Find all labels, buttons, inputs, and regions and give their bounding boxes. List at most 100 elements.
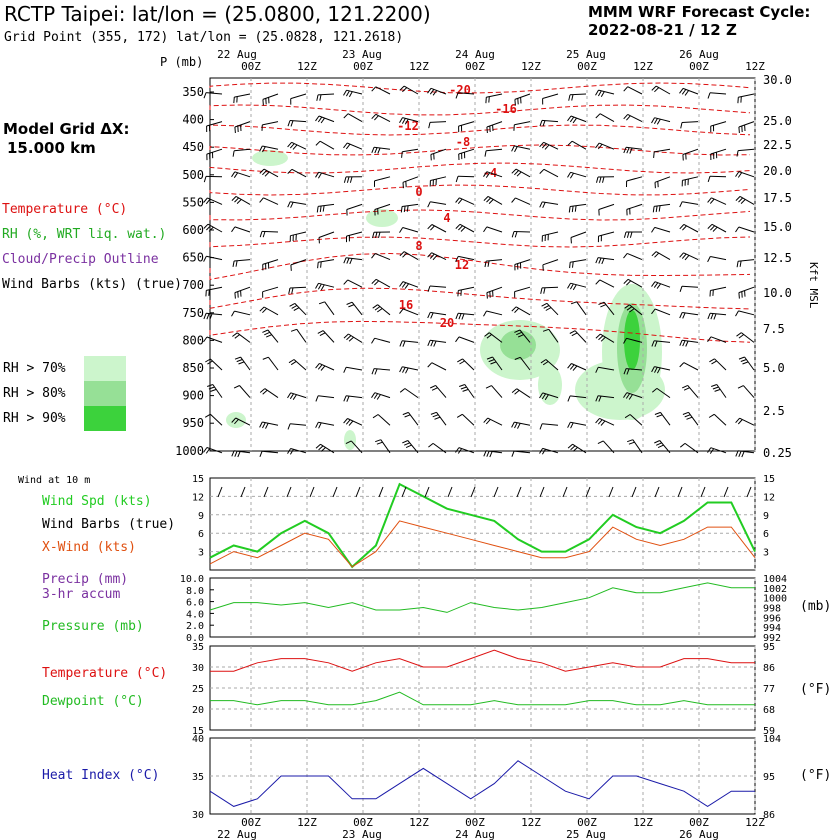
wind-barb-5-2 — [259, 230, 279, 238]
wind-barb-shaft — [403, 85, 419, 95]
wind-barb-shaft — [317, 93, 335, 96]
wind-barb-flag — [349, 258, 353, 265]
wind-barb-1-19 — [738, 121, 755, 134]
wind-barb-flag — [343, 176, 347, 183]
wind-barb-flag — [404, 414, 411, 418]
wind-barb-7-18 — [709, 286, 727, 297]
wind-barb-flag — [625, 393, 631, 399]
wind-barb-11-19 — [737, 385, 755, 398]
wind-barb-flag — [346, 257, 350, 264]
temp-tick-l-25: 25 — [192, 684, 204, 695]
wind-barb-flag — [539, 392, 544, 399]
wind10-barb-21 — [700, 486, 706, 498]
wind-barb-flag — [514, 99, 516, 106]
wind-barb-shaft — [263, 306, 279, 316]
wind-barb-flag — [736, 332, 742, 337]
wind-barb-flag — [483, 171, 488, 177]
wind-ytick-r-12: 12 — [763, 492, 775, 503]
wind-barb-10-6 — [371, 368, 391, 375]
wind-barb-4-17 — [679, 201, 699, 208]
wind-barb-9-5 — [343, 333, 363, 343]
wind-barb-flag — [234, 356, 241, 360]
wind-barb-2-19 — [736, 148, 755, 157]
wind-barb-flag — [290, 328, 297, 332]
wind-barb-shaft — [319, 140, 335, 150]
wind-barb-1-14 — [595, 113, 615, 123]
wind-barb-shaft — [458, 148, 475, 155]
rh-swatch-80 — [84, 381, 126, 406]
wind-barb-flag — [651, 251, 657, 257]
wind-barb-5-19 — [735, 226, 755, 233]
wind-barb-flag — [713, 313, 717, 320]
wind-barb-flag — [679, 340, 683, 346]
wind-barb-flag — [430, 411, 437, 415]
wind-barb-shaft — [375, 86, 391, 95]
wind-barb-7-2 — [262, 286, 279, 298]
wind-barb-flag — [262, 231, 266, 238]
wind-barb-flag — [318, 301, 325, 305]
wind10-barb-12 — [493, 486, 499, 498]
pressure-tick-600: 600 — [182, 223, 204, 237]
temp-contour-10 — [209, 320, 751, 343]
temp-tick-l-30: 30 — [192, 663, 204, 674]
wind-barb-flag — [287, 448, 292, 454]
pressure-tick-r-1000: 1000 — [763, 594, 787, 605]
wind-barb-8-15 — [624, 304, 643, 316]
wind10-barb-2 — [263, 486, 269, 498]
bottom-time-tick-5: 12Z — [521, 816, 541, 829]
wind-barb-flag — [486, 292, 488, 299]
wind-barb-1-9 — [458, 121, 475, 133]
wind-barb-shaft — [486, 121, 503, 128]
heat-tick-l-30: 30 — [192, 810, 204, 821]
wind-barb-shaft — [234, 259, 251, 262]
wind-barb-shaft — [290, 259, 307, 266]
wind-barb-4-11 — [511, 197, 531, 205]
wind-barb-8-3 — [289, 302, 307, 316]
bottom-time-tick-2: 00Z — [353, 816, 373, 829]
wind-barb-flag — [623, 147, 627, 154]
wind-barb-flag — [739, 260, 742, 267]
wind-barb-3-8 — [429, 176, 447, 187]
wind-barb-9-16 — [651, 340, 671, 347]
bottom-date-3: 25 Aug — [566, 828, 606, 840]
wind-barb-flag — [259, 421, 263, 428]
wind-barb-shaft — [462, 358, 475, 371]
wind-barb-flag — [623, 368, 627, 375]
wind-barb-flag — [290, 201, 294, 208]
wind-barb-flag — [600, 336, 606, 342]
wind-barb-flag — [542, 202, 546, 209]
wind-barb-shaft — [682, 87, 699, 95]
wind-barb-10-9 — [457, 358, 475, 371]
wind-barb-flag — [712, 386, 719, 390]
temp-contour-label-16: 16 — [399, 298, 413, 312]
wind-barb-flag — [682, 225, 687, 231]
wind-barb-flag — [457, 448, 463, 454]
wind-barb-flag — [206, 225, 211, 231]
temp-tick-r-95: 95 — [763, 642, 775, 653]
model-grid-line1: Model Grid ΔX: — [3, 120, 130, 138]
wind-barb-shaft — [262, 450, 279, 454]
wind-barb-flag — [399, 251, 405, 257]
wind-barb-shaft — [461, 413, 475, 426]
wind-barb-flag — [653, 282, 659, 288]
wind-barb-shaft — [516, 388, 531, 399]
wind-barb-flag — [231, 171, 236, 178]
wind-barb-flag — [539, 423, 543, 430]
wind-barb-shaft — [290, 423, 307, 426]
wind-barb-flag — [595, 142, 600, 149]
wind-barb-flag — [539, 120, 543, 127]
wind-barb-flag — [651, 281, 656, 287]
temp-contour-7 — [209, 236, 751, 248]
wind-barb-flag — [315, 283, 319, 289]
wind-barb-flag — [234, 334, 240, 339]
wind-barb-flag — [371, 113, 377, 120]
wind-barb-2-7 — [401, 148, 419, 158]
wind-barb-5-8 — [427, 224, 447, 233]
wind-barb-flag — [483, 196, 489, 201]
wind-barb-flag — [740, 199, 746, 204]
wind-barb-flag — [430, 312, 434, 319]
wind-barb-flag — [626, 368, 630, 375]
wind-barb-flag — [623, 86, 629, 92]
wind-barb-4-8 — [427, 201, 447, 208]
wind-barb-flag — [628, 441, 635, 445]
